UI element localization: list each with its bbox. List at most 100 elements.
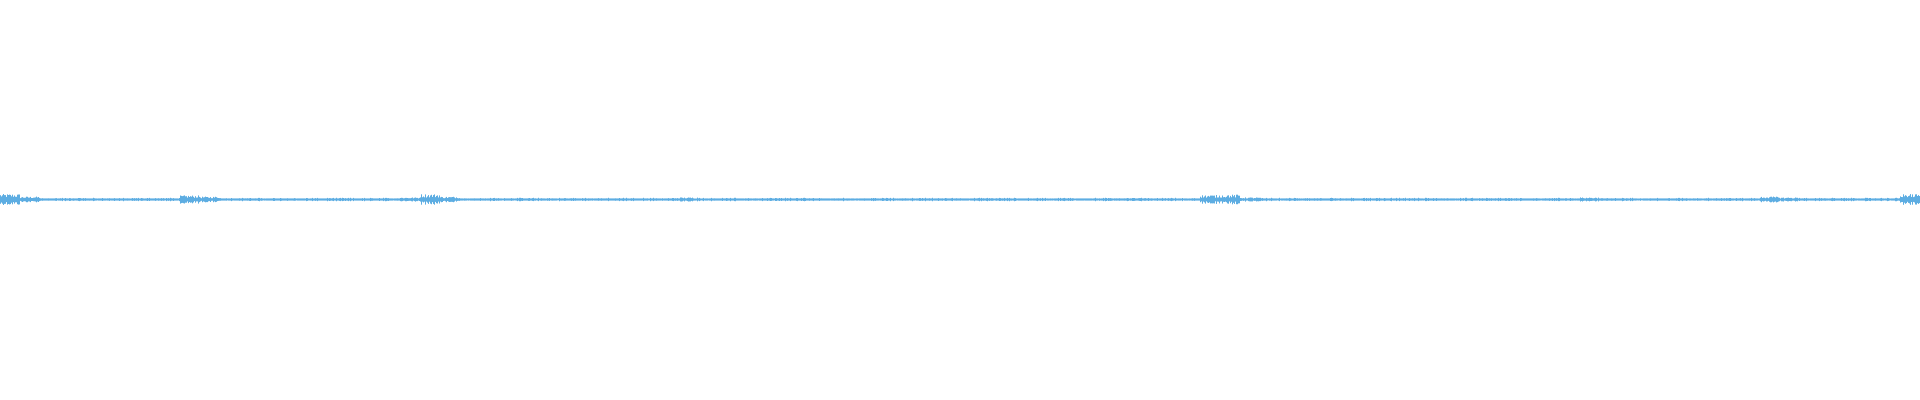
waveform-sample <box>1751 197 1752 202</box>
waveform-sample <box>809 198 810 201</box>
waveform-sample <box>1556 198 1557 201</box>
waveform-sample <box>690 197 691 202</box>
waveform-sample <box>713 198 714 201</box>
waveform-sample <box>1811 198 1812 201</box>
waveform-sample <box>659 198 660 201</box>
waveform-sample <box>1131 198 1132 201</box>
waveform-sample <box>1040 198 1041 201</box>
waveform-sample <box>1387 198 1388 201</box>
waveform-sample <box>1606 198 1607 201</box>
waveform-sample <box>1473 198 1474 201</box>
waveform-sample <box>1659 198 1660 201</box>
waveform-sample <box>599 198 600 201</box>
waveform-sample <box>1115 198 1116 201</box>
waveform-sample <box>1588 198 1589 201</box>
waveform-sample <box>607 198 608 201</box>
waveform-sample <box>1232 194 1233 205</box>
waveform-sample <box>293 198 294 201</box>
waveform-sample <box>476 198 477 201</box>
waveform-sample <box>277 198 278 201</box>
waveform-sample <box>207 197 208 203</box>
waveform-sample <box>1800 198 1801 201</box>
waveform-sample <box>1844 197 1845 202</box>
waveform-sample <box>238 198 239 201</box>
waveform-sample <box>962 198 963 201</box>
waveform-sample <box>394 198 395 201</box>
waveform-sample <box>517 197 518 202</box>
waveform-sample <box>1109 198 1110 201</box>
waveform-sample <box>1585 198 1586 201</box>
waveform-sample <box>674 198 675 201</box>
waveform-sample <box>930 198 931 201</box>
waveform-sample <box>230 198 231 201</box>
waveform-sample <box>297 198 298 201</box>
waveform-sample <box>501 198 502 201</box>
waveform-sample <box>200 197 201 202</box>
waveform-sample <box>955 198 956 201</box>
waveform-sample <box>922 198 923 201</box>
waveform-sample <box>322 198 323 201</box>
waveform-sample <box>1248 197 1249 202</box>
waveform-sample <box>44 198 45 201</box>
waveform-sample <box>234 198 235 201</box>
waveform-sample <box>856 198 857 201</box>
waveform-sample <box>6 196 7 203</box>
waveform-sample <box>386 197 387 202</box>
waveform-sample <box>817 198 818 201</box>
waveform-sample <box>1369 198 1370 201</box>
waveform-sample <box>438 197 439 202</box>
waveform-sample <box>1772 197 1773 202</box>
waveform-sample <box>1121 198 1122 201</box>
waveform-sample <box>453 196 454 203</box>
waveform-sample <box>1391 197 1392 202</box>
waveform-sample <box>0 195 1 204</box>
waveform-sample <box>498 198 499 201</box>
waveform-sample <box>1445 198 1446 201</box>
waveform-sample <box>87 198 88 201</box>
waveform-sample <box>881 198 882 201</box>
waveform-sample <box>478 198 479 201</box>
waveform-sample <box>1815 198 1816 202</box>
waveform-sample <box>305 198 306 201</box>
waveform-sample <box>993 198 994 201</box>
waveform-sample <box>1062 198 1063 201</box>
waveform-sample <box>353 197 354 202</box>
waveform-sample <box>1514 198 1515 201</box>
waveform-sample <box>1807 198 1808 201</box>
waveform-sample <box>1238 195 1239 204</box>
waveform-sample <box>1112 198 1113 201</box>
waveform-sample <box>1580 197 1581 202</box>
waveform-sample <box>1093 198 1094 201</box>
waveform-sample <box>705 198 706 201</box>
waveform-sample <box>262 198 263 201</box>
waveform-sample <box>815 198 816 201</box>
waveform-sample <box>578 198 579 201</box>
waveform-sample <box>1277 198 1278 201</box>
waveform-sample <box>1095 197 1096 202</box>
waveform-sample <box>3 194 4 205</box>
waveform-sample <box>29 197 30 202</box>
waveform-sample <box>1240 198 1241 201</box>
waveform-sample <box>1207 196 1208 203</box>
waveform-sample <box>655 198 656 201</box>
waveform-sample <box>1022 198 1023 201</box>
waveform-sample <box>1192 198 1193 201</box>
waveform-sample <box>434 194 435 205</box>
waveform-sample <box>519 197 520 202</box>
waveform-sample <box>1752 198 1753 201</box>
waveform-sample <box>1618 198 1619 201</box>
waveform-sample <box>1900 196 1901 203</box>
waveform-sample <box>452 197 453 202</box>
waveform-sample <box>1657 197 1658 202</box>
waveform-sample <box>960 198 961 201</box>
waveform-sample <box>983 198 984 201</box>
waveform-sample <box>464 198 465 201</box>
waveform-sample <box>859 198 860 201</box>
waveform-sample <box>177 198 178 201</box>
waveform-sample <box>1145 198 1146 201</box>
waveform-sample <box>94 198 95 201</box>
waveform-sample <box>11 196 12 203</box>
waveform-sample <box>1118 198 1119 201</box>
waveform-sample <box>1242 198 1243 201</box>
